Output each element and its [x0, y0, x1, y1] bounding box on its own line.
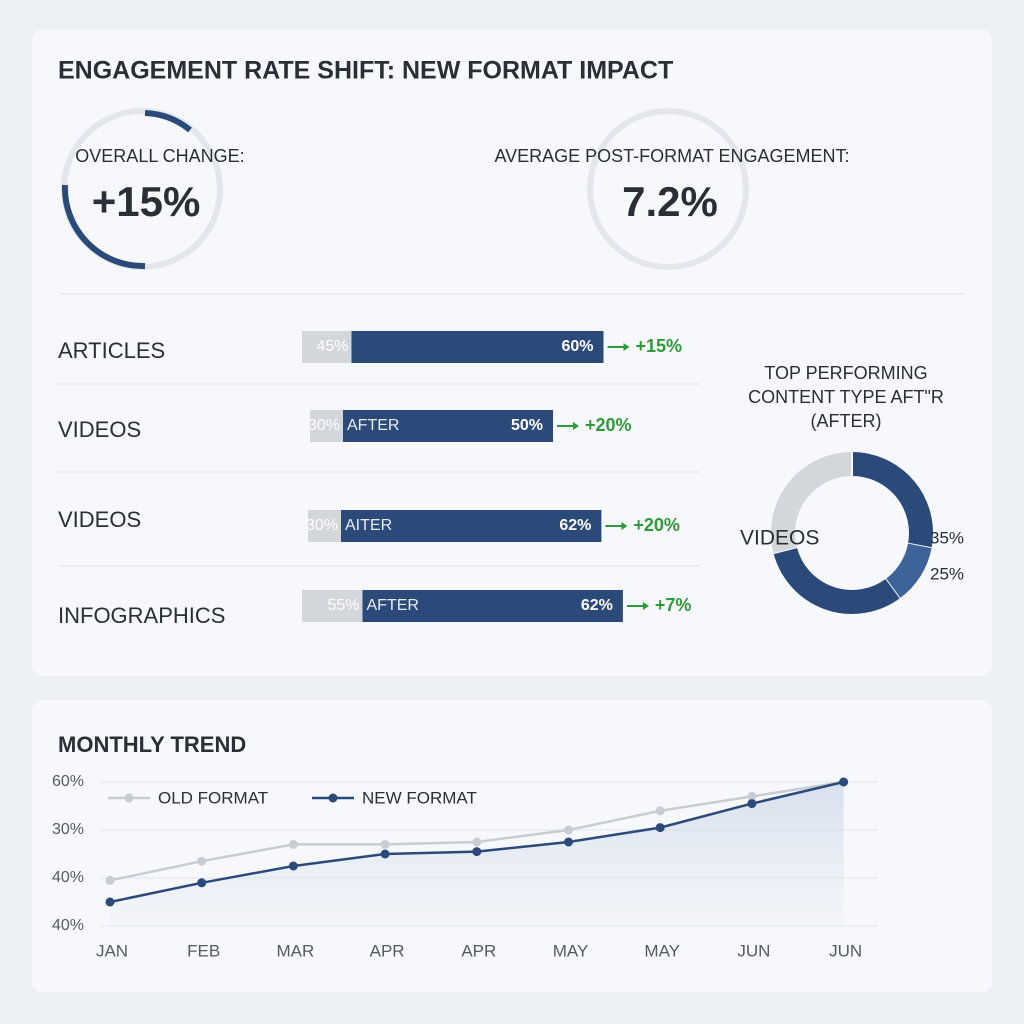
x-tick-label: MAR [277, 941, 315, 960]
row-label: VIDEOS [58, 507, 141, 532]
value-label: 60% [561, 338, 593, 355]
point [564, 837, 573, 847]
point [839, 777, 849, 787]
point [288, 861, 298, 871]
legend-label: NEW FORMAT [362, 788, 477, 807]
bar-before [302, 331, 352, 363]
gauge-arc [61, 184, 146, 270]
value-label: 30% [308, 417, 340, 434]
bar-after [341, 510, 602, 542]
point [288, 839, 298, 849]
segment-label: AFTER [347, 417, 399, 434]
x-tick-label: JUN [829, 941, 862, 960]
arrow-head [621, 522, 628, 530]
donut-slice [885, 543, 932, 599]
point [747, 791, 757, 801]
x-tick-label: MAY [644, 941, 680, 960]
row-label: INFOGRAPHICS [58, 603, 225, 628]
bar-before [310, 410, 343, 442]
point [472, 837, 482, 847]
point [380, 839, 390, 849]
legend-marker [328, 793, 338, 803]
arrow-head [642, 602, 649, 610]
point [197, 856, 207, 866]
x-tick-label: APR [461, 941, 496, 960]
kpi-value: +15% [92, 178, 201, 225]
bar-after [362, 590, 623, 622]
value-label: 62% [581, 597, 613, 614]
x-tick-label: JAN [96, 941, 128, 960]
row-label: VIDEOS [58, 417, 141, 442]
chart-title: MONTHLY TREND [58, 732, 246, 757]
x-tick-label: MAY [553, 941, 589, 960]
donut-annotation: 25% [930, 564, 964, 583]
value-label: 50% [511, 417, 543, 434]
gauge-arc [144, 110, 192, 133]
point [564, 825, 573, 835]
point [105, 875, 115, 885]
point [655, 823, 665, 833]
segment-label: AITER [345, 517, 392, 534]
kpi-label: OVERALL CHANGE: [75, 146, 244, 166]
value-label: 62% [559, 517, 591, 534]
delta-label: +20% [585, 415, 632, 435]
donut-slice [851, 452, 933, 549]
donut-title: TOP PERFORMING [764, 363, 927, 383]
x-tick-label: APR [370, 941, 405, 960]
delta-label: +7% [655, 595, 692, 615]
point [655, 806, 665, 816]
kpi-value: 7.2% [622, 178, 718, 225]
bar-before [302, 590, 363, 622]
delta-label: +15% [636, 336, 683, 356]
bar-after [343, 410, 553, 442]
y-label: 30% [52, 821, 84, 838]
kpi-label: AVERAGE POST-FORMAT ENGAGEMENT: [494, 146, 849, 166]
legend-label: OLD FORMAT [158, 788, 268, 807]
donut-annotation: VIDEOS [740, 527, 819, 550]
point [105, 897, 115, 907]
gauge-ring [587, 108, 749, 270]
title: ENGAGEMENT RATE SHIFT: NEW FORMAT IMPACT [58, 57, 673, 85]
bar-before [308, 510, 341, 542]
point [197, 878, 207, 888]
row-label: ARTICLES [58, 338, 165, 363]
arrow-head [623, 343, 630, 351]
point [380, 849, 390, 859]
delta-label: +20% [633, 515, 680, 535]
segment-label: AFTER [367, 597, 419, 614]
donut-title: (AFTER) [811, 411, 882, 431]
bar-after [351, 331, 604, 363]
donut-slice [773, 546, 900, 614]
donut-title: CONTENT TYPE AFT"R [748, 387, 944, 407]
value-label: 30% [306, 517, 338, 534]
y-label: 40% [52, 869, 84, 886]
y-label: 60% [52, 773, 84, 790]
arrow-head [573, 422, 579, 430]
donut-slice [771, 452, 853, 554]
value-label: 45% [316, 338, 348, 355]
y-label: 40% [52, 917, 84, 934]
value-label: 55% [327, 597, 359, 614]
legend-marker [124, 793, 134, 803]
x-tick-label: FEB [187, 941, 220, 960]
point [472, 847, 482, 857]
point [747, 799, 757, 809]
donut-annotation: 35% [930, 528, 964, 547]
x-tick-label: JUN [737, 941, 770, 960]
